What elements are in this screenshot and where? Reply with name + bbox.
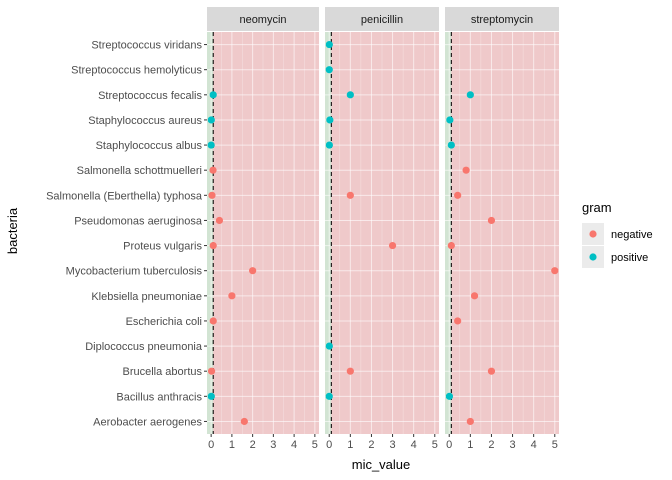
x-tick-label: 2 (250, 439, 256, 451)
data-point (325, 392, 333, 400)
data-point (215, 216, 224, 225)
data-point (446, 116, 454, 124)
data-point (462, 166, 470, 174)
x-tick-label: 1 (347, 439, 353, 451)
data-point (470, 292, 479, 300)
data-point (209, 91, 217, 99)
data-point (240, 417, 248, 426)
y-tick-label: Mycobacterium tuberculosis (66, 266, 203, 278)
y-tick-label: Streptococcus viridans (91, 40, 202, 52)
facet-strip-label: penicillin (361, 14, 403, 26)
x-tick-label: 1 (229, 439, 235, 451)
data-point (454, 317, 462, 325)
data-point (209, 241, 217, 250)
data-point (249, 267, 257, 275)
legend-label-negative: negative (611, 229, 653, 241)
data-point (325, 66, 333, 74)
y-tick-label: Klebsiella pneumoniae (91, 291, 202, 303)
data-point (325, 342, 333, 350)
x-tick-label: 2 (368, 439, 374, 451)
x-tick-label: 5 (552, 439, 558, 451)
data-point (447, 241, 455, 250)
data-point (325, 40, 333, 49)
legend-label-positive: positive (611, 252, 648, 264)
x-tick-label: 0 (326, 439, 332, 451)
data-point (207, 141, 215, 149)
shade-below-reference (445, 32, 452, 434)
shade-above-reference (451, 32, 559, 434)
y-axis-tick-labels: Streptococcus viridans Streptococcus hemo… (46, 40, 207, 428)
x-tick-label: 5 (312, 439, 318, 451)
data-point (209, 317, 217, 325)
data-point (228, 292, 236, 300)
shade-above-reference (331, 32, 439, 434)
y-tick-label: Streptococcus hemolyticus (71, 65, 202, 77)
x-tick-label: 4 (291, 439, 297, 451)
facet-panels: neomycin penicillin streptomycin (207, 7, 559, 434)
y-tick-label: Diplococcus pneumonia (85, 341, 203, 353)
legend: gram negative positive (582, 200, 653, 268)
y-tick-label: Brucella abortus (123, 366, 203, 378)
facet-strip (207, 7, 319, 31)
facet-strip (445, 7, 559, 31)
facet-strip-label: streptomycin (471, 14, 533, 26)
facet-panel-streptomycin: streptomycin (445, 7, 559, 434)
data-point (551, 267, 559, 275)
data-point (207, 116, 215, 124)
x-tick-label: 5 (432, 439, 438, 451)
facet-strip (325, 7, 439, 31)
shade-below-reference (325, 32, 332, 434)
y-tick-label: Bacillus anthracis (116, 391, 202, 403)
y-tick-label: Salmonella (Eberthella) typhosa (46, 190, 203, 202)
data-point (445, 392, 454, 400)
x-tick-label: 1 (467, 439, 473, 451)
x-tick-label: 4 (531, 439, 537, 451)
data-point (346, 367, 354, 375)
x-tick-label: 0 (446, 439, 452, 451)
y-tick-label: Staphylococcus albus (96, 140, 203, 152)
data-point (466, 417, 474, 426)
x-tick-label: 3 (270, 439, 276, 451)
data-point (209, 166, 217, 174)
data-point (207, 367, 216, 375)
y-tick-label: Staphylococcus aureus (88, 115, 202, 127)
data-point (326, 116, 334, 124)
data-point (454, 191, 462, 199)
data-point (346, 91, 354, 99)
data-point (487, 216, 496, 225)
x-tick-label: 0 (208, 439, 214, 451)
y-tick-label: Pseudomonas aeruginosa (74, 215, 203, 227)
y-tick-label: Proteus vulgaris (123, 241, 202, 253)
legend-key-positive (589, 253, 597, 261)
data-point (487, 367, 496, 375)
y-tick-label: Aerobacter aerogenes (93, 416, 202, 428)
legend-key-negative (589, 230, 597, 238)
shade-below-reference (207, 32, 214, 434)
legend-title: gram (582, 200, 612, 215)
facet-panel-penicillin: penicillin (325, 7, 439, 434)
y-tick-label: Escherichia coli (126, 316, 202, 328)
data-point (325, 141, 333, 149)
facet-panel-neomycin: neomycin (207, 7, 319, 434)
x-tick-label: 2 (488, 439, 494, 451)
shade-above-reference (213, 32, 319, 434)
facet-strip-label: neomycin (239, 14, 286, 26)
x-tick-label: 3 (509, 439, 515, 451)
data-point (447, 141, 455, 149)
data-point (208, 191, 216, 199)
data-point (346, 191, 354, 199)
data-point (388, 241, 397, 250)
x-axis-title: mic_value (352, 457, 411, 472)
y-tick-label: Salmonella schottmuelleri (77, 165, 202, 177)
y-tick-label: Streptococcus fecalis (98, 90, 202, 102)
data-point (207, 392, 215, 400)
data-point (466, 91, 474, 99)
x-tick-label: 4 (411, 439, 417, 451)
x-tick-label: 3 (389, 439, 395, 451)
y-axis-title: bacteria (5, 207, 20, 254)
